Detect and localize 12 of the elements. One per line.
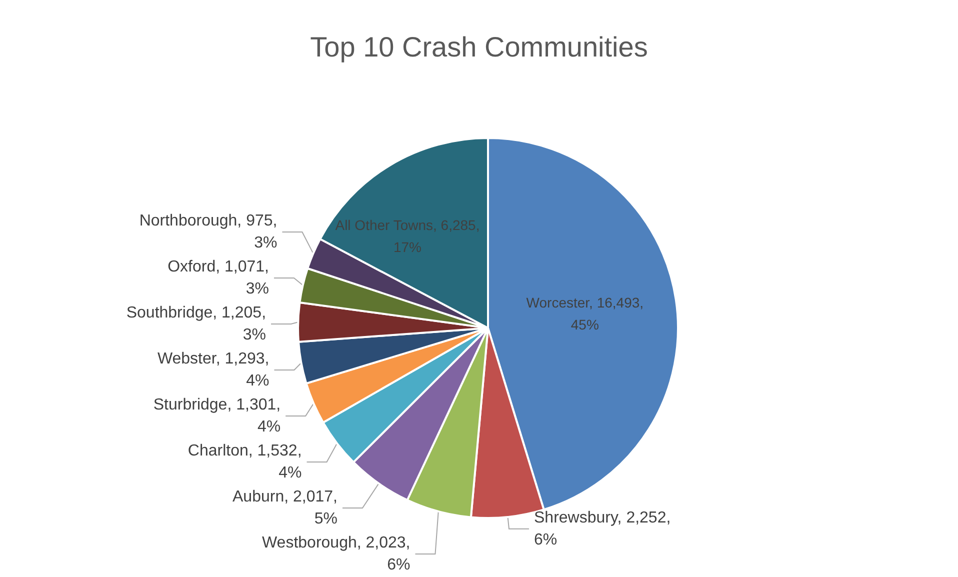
slice-label: Charlton, 1,532, 4% (188, 442, 302, 482)
slice-label: Shrewsbury, 2,252, 6% (534, 509, 671, 548)
slice-label: Webster, 1,293, 4% (157, 350, 270, 390)
slice-label: Southbridge, 1,205, 3% (126, 304, 266, 344)
slice-label: Sturbridge, 1,301, 4% (153, 396, 281, 436)
chart-title: Top 10 Crash Communities (310, 32, 648, 62)
slice-label: Auburn, 2,017, 5% (232, 488, 338, 528)
slice-label: Oxford, 1,071, 3% (168, 258, 269, 298)
slice-label: All Other Towns, 6,285, 17% (335, 217, 480, 256)
slice-label: Northborough, 975, 3% (139, 212, 278, 252)
slice-label: Westborough, 2,023, 6% (262, 534, 410, 574)
slice-label: Worcester, 16,493, 45% (526, 294, 644, 332)
